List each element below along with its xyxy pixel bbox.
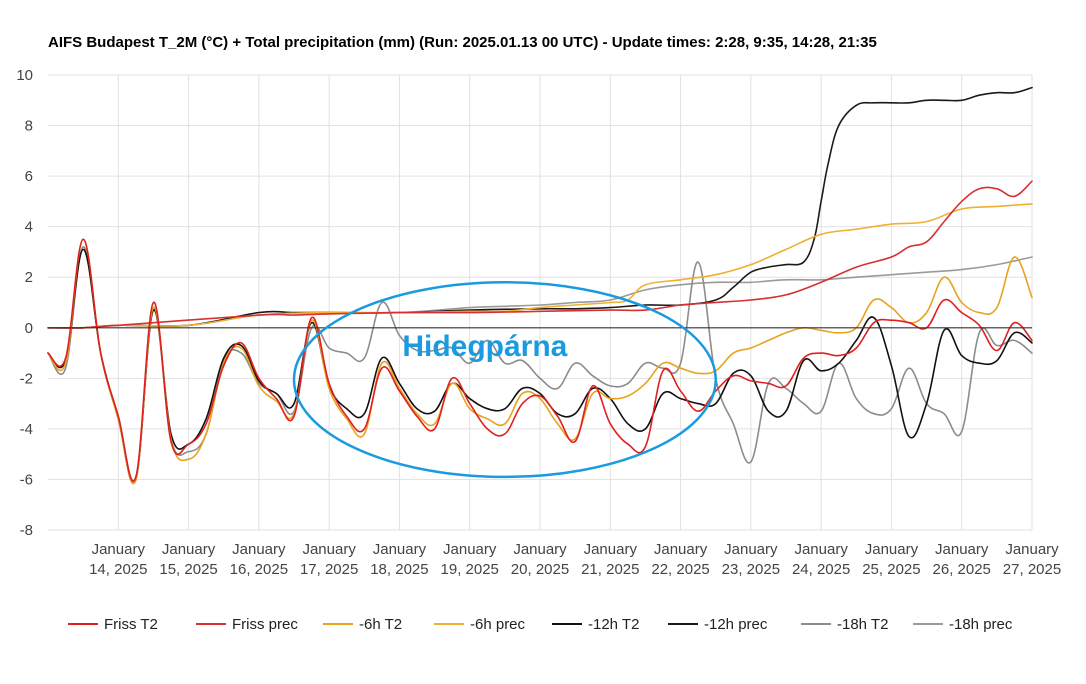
y-tick-label: -2	[20, 370, 33, 387]
annotation-ellipse	[292, 281, 717, 479]
y-axis-ticks: 10 8 6 4 2 0 -2 -4 -6 -8	[16, 67, 33, 539]
x-tick-label: January	[302, 541, 356, 558]
x-tick-label: 25, 2025	[862, 561, 920, 578]
series-line--6h-t2	[47, 238, 1033, 485]
y-tick-label: 8	[25, 118, 33, 135]
x-tick-label: 27, 2025	[1003, 561, 1061, 578]
x-tick-label: 21, 2025	[581, 561, 639, 578]
annotation-label: Hidegpárna	[402, 330, 567, 363]
x-axis-ticks: January 14, 2025 January 15, 2025 January 16,…	[89, 541, 1061, 578]
x-tick-label: 17, 2025	[300, 561, 358, 578]
x-tick-label: 24, 2025	[792, 561, 850, 578]
legend-label: -6h T2	[359, 616, 402, 633]
x-tick-label: January	[92, 541, 146, 558]
series-lines	[47, 86, 1033, 485]
legend-item[interactable]: -18h prec	[913, 616, 1013, 633]
legend-label: -12h prec	[704, 616, 768, 633]
legend-label: Friss prec	[232, 616, 298, 633]
annotation: Hidegpárna	[292, 281, 717, 479]
x-tick-label: 14, 2025	[89, 561, 147, 578]
x-tick-label: 18, 2025	[370, 561, 428, 578]
x-tick-label: 23, 2025	[722, 561, 780, 578]
x-tick-label: January	[865, 541, 919, 558]
legend-label: -18h prec	[949, 616, 1013, 633]
y-tick-label: -6	[20, 471, 33, 488]
x-tick-label: January	[513, 541, 567, 558]
x-tick-label: January	[584, 541, 638, 558]
y-tick-label: -8	[20, 522, 33, 539]
x-tick-label: 15, 2025	[159, 561, 217, 578]
legend-item[interactable]: -6h prec	[434, 616, 526, 633]
legend-item[interactable]: -18h T2	[801, 616, 888, 633]
x-tick-label: 19, 2025	[441, 561, 499, 578]
legend-item[interactable]: -12h prec	[668, 616, 768, 633]
y-tick-label: -4	[20, 421, 33, 438]
x-tick-label: 20, 2025	[511, 561, 569, 578]
legend-label: -6h prec	[470, 616, 526, 633]
x-tick-label: January	[794, 541, 848, 558]
y-tick-label: 6	[25, 168, 33, 185]
legend-item[interactable]: Friss prec	[196, 616, 298, 633]
x-tick-label: 26, 2025	[933, 561, 991, 578]
series-line-friss-t2	[47, 238, 1033, 482]
y-tick-label: 2	[25, 269, 33, 286]
series-line--18h-t2	[47, 246, 1033, 482]
x-tick-label: 16, 2025	[230, 561, 288, 578]
legend-item[interactable]: -6h T2	[323, 616, 402, 633]
x-tick-label: January	[373, 541, 427, 558]
legend-item[interactable]: Friss T2	[68, 616, 158, 633]
legend-label: Friss T2	[104, 616, 158, 633]
y-tick-label: 10	[16, 67, 33, 84]
x-tick-label: 22, 2025	[651, 561, 709, 578]
x-tick-label: January	[1005, 541, 1059, 558]
x-tick-label: January	[654, 541, 708, 558]
y-tick-label: 4	[25, 219, 33, 236]
legend-label: -18h T2	[837, 616, 888, 633]
chart-title: AIFS Budapest T_2M (°C) + Total precipit…	[48, 34, 877, 51]
legend-item[interactable]: -12h T2	[552, 616, 639, 633]
x-tick-label: January	[162, 541, 216, 558]
x-tick-label: January	[724, 541, 778, 558]
x-tick-label: January	[232, 541, 286, 558]
legend[interactable]: Friss T2 Friss prec -6h T2 -6h prec -12h T2 -…	[68, 616, 1013, 633]
series-line-friss-prec	[47, 180, 1033, 329]
x-tick-label: January	[443, 541, 497, 558]
x-tick-label: January	[935, 541, 989, 558]
legend-label: -12h T2	[588, 616, 639, 633]
y-tick-label: 0	[25, 320, 33, 337]
